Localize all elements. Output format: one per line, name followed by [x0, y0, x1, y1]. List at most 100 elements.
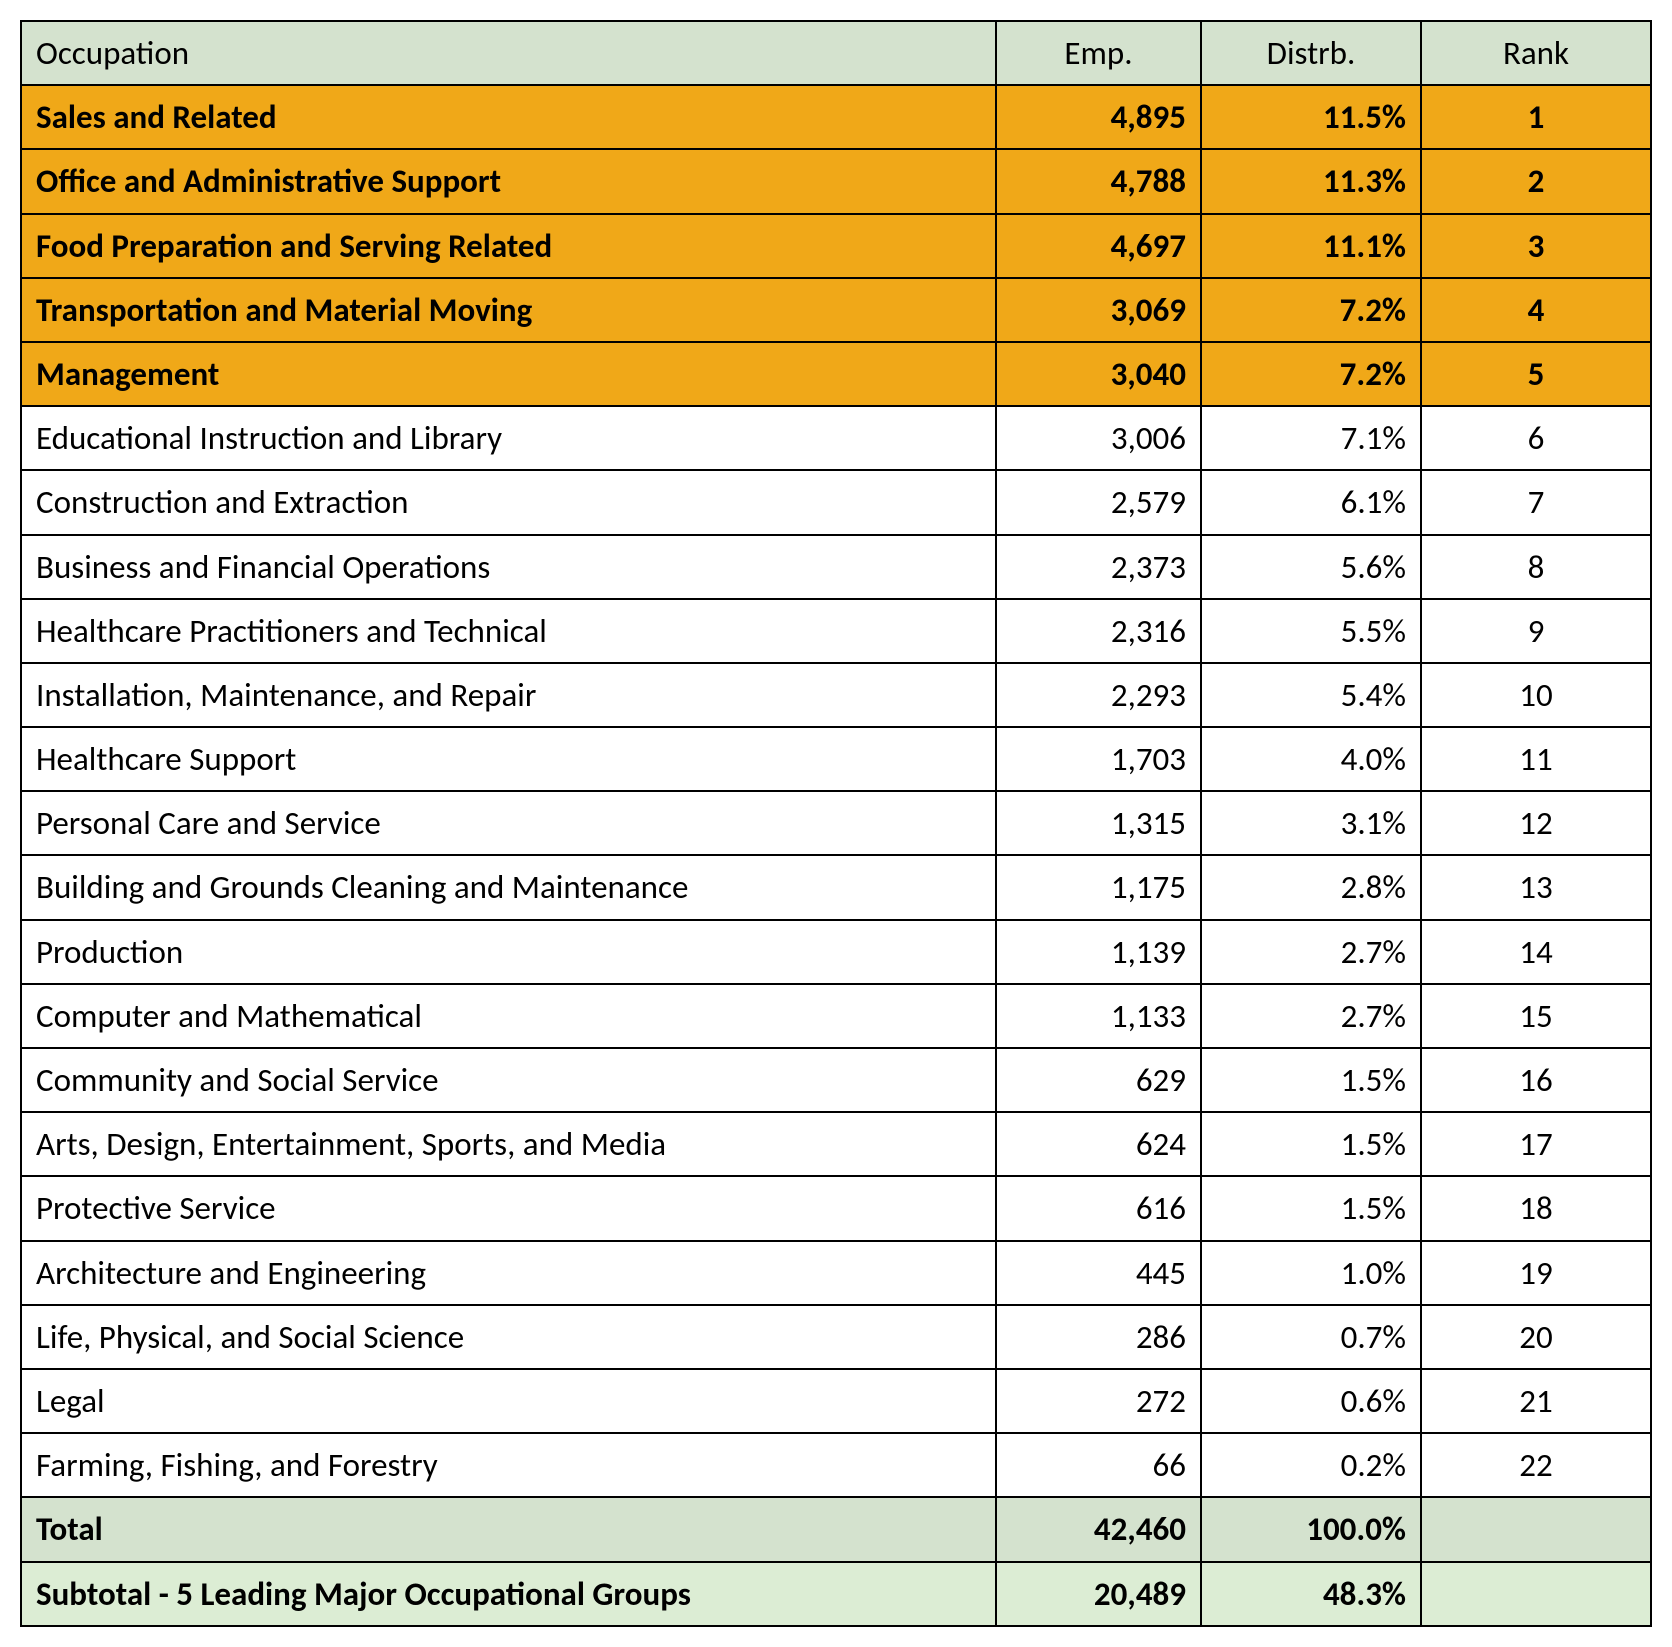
table-row: Business and Financial Operations2,3735.…: [21, 535, 1651, 599]
cell-dist: 7.1%: [1201, 406, 1421, 470]
cell-rank: 8: [1421, 535, 1651, 599]
cell-rank: 21: [1421, 1369, 1651, 1433]
cell-dist: 7.2%: [1201, 342, 1421, 406]
cell-rank: 7: [1421, 470, 1651, 534]
cell-occupation: Computer and Mathematical: [21, 984, 996, 1048]
cell-occupation: Protective Service: [21, 1176, 996, 1240]
cell-occupation: Transportation and Material Moving: [21, 278, 996, 342]
total-label: Total: [21, 1497, 996, 1561]
cell-emp: 3,006: [996, 406, 1201, 470]
cell-emp: 1,315: [996, 791, 1201, 855]
cell-rank: 13: [1421, 855, 1651, 919]
cell-dist: 11.3%: [1201, 149, 1421, 213]
cell-occupation: Office and Administrative Support: [21, 149, 996, 213]
cell-dist: 1.5%: [1201, 1048, 1421, 1112]
cell-emp: 1,133: [996, 984, 1201, 1048]
cell-emp: 4,697: [996, 214, 1201, 278]
table-row: Protective Service6161.5%18: [21, 1176, 1651, 1240]
cell-rank: 4: [1421, 278, 1651, 342]
cell-emp: 2,293: [996, 663, 1201, 727]
cell-occupation: Construction and Extraction: [21, 470, 996, 534]
cell-rank: 14: [1421, 920, 1651, 984]
cell-rank: 18: [1421, 1176, 1651, 1240]
cell-dist: 1.5%: [1201, 1176, 1421, 1240]
table-row: Educational Instruction and Library3,006…: [21, 406, 1651, 470]
cell-rank: 17: [1421, 1112, 1651, 1176]
subtotal-rank: [1421, 1562, 1651, 1626]
table-row: Transportation and Material Moving3,0697…: [21, 278, 1651, 342]
cell-rank: 6: [1421, 406, 1651, 470]
cell-rank: 22: [1421, 1433, 1651, 1497]
cell-rank: 20: [1421, 1305, 1651, 1369]
cell-occupation: Life, Physical, and Social Science: [21, 1305, 996, 1369]
cell-dist: 5.6%: [1201, 535, 1421, 599]
subtotal-emp: 20,489: [996, 1562, 1201, 1626]
table-row: Construction and Extraction2,5796.1%7: [21, 470, 1651, 534]
cell-emp: 2,373: [996, 535, 1201, 599]
cell-dist: 5.5%: [1201, 599, 1421, 663]
cell-occupation: Educational Instruction and Library: [21, 406, 996, 470]
cell-dist: 5.4%: [1201, 663, 1421, 727]
cell-rank: 5: [1421, 342, 1651, 406]
cell-rank: 16: [1421, 1048, 1651, 1112]
total-rank: [1421, 1497, 1651, 1561]
occupation-table: OccupationEmp.Distrb.RankSales and Relat…: [20, 20, 1652, 1627]
cell-emp: 616: [996, 1176, 1201, 1240]
total-emp: 42,460: [996, 1497, 1201, 1561]
cell-occupation: Community and Social Service: [21, 1048, 996, 1112]
subtotal-label: Subtotal - 5 Leading Major Occupational …: [21, 1562, 996, 1626]
total-row: Total42,460100.0%: [21, 1497, 1651, 1561]
cell-emp: 1,139: [996, 920, 1201, 984]
cell-rank: 1: [1421, 85, 1651, 149]
table-row: Food Preparation and Serving Related4,69…: [21, 214, 1651, 278]
cell-emp: 445: [996, 1241, 1201, 1305]
cell-emp: 1,703: [996, 727, 1201, 791]
cell-dist: 11.5%: [1201, 85, 1421, 149]
cell-occupation: Food Preparation and Serving Related: [21, 214, 996, 278]
cell-dist: 6.1%: [1201, 470, 1421, 534]
cell-dist: 0.7%: [1201, 1305, 1421, 1369]
cell-occupation: Healthcare Practitioners and Technical: [21, 599, 996, 663]
cell-dist: 4.0%: [1201, 727, 1421, 791]
table-row: Personal Care and Service1,3153.1%12: [21, 791, 1651, 855]
cell-rank: 3: [1421, 214, 1651, 278]
table-row: Architecture and Engineering4451.0%19: [21, 1241, 1651, 1305]
cell-emp: 4,788: [996, 149, 1201, 213]
table-row: Legal2720.6%21: [21, 1369, 1651, 1433]
header-dist: Distrb.: [1201, 21, 1421, 85]
cell-dist: 1.0%: [1201, 1241, 1421, 1305]
header-rank: Rank: [1421, 21, 1651, 85]
table-row: Building and Grounds Cleaning and Mainte…: [21, 855, 1651, 919]
cell-emp: 2,316: [996, 599, 1201, 663]
cell-dist: 3.1%: [1201, 791, 1421, 855]
table-row: Life, Physical, and Social Science2860.7…: [21, 1305, 1651, 1369]
header-emp: Emp.: [996, 21, 1201, 85]
table-header-row: OccupationEmp.Distrb.Rank: [21, 21, 1651, 85]
cell-occupation: Business and Financial Operations: [21, 535, 996, 599]
table-row: Installation, Maintenance, and Repair2,2…: [21, 663, 1651, 727]
cell-emp: 3,069: [996, 278, 1201, 342]
cell-dist: 11.1%: [1201, 214, 1421, 278]
table-row: Sales and Related4,89511.5%1: [21, 85, 1651, 149]
cell-emp: 2,579: [996, 470, 1201, 534]
cell-occupation: Farming, Fishing, and Forestry: [21, 1433, 996, 1497]
subtotal-row: Subtotal - 5 Leading Major Occupational …: [21, 1562, 1651, 1626]
cell-dist: 2.7%: [1201, 920, 1421, 984]
cell-occupation: Production: [21, 920, 996, 984]
cell-dist: 2.8%: [1201, 855, 1421, 919]
cell-occupation: Legal: [21, 1369, 996, 1433]
cell-rank: 19: [1421, 1241, 1651, 1305]
cell-dist: 1.5%: [1201, 1112, 1421, 1176]
table-row: Healthcare Practitioners and Technical2,…: [21, 599, 1651, 663]
cell-rank: 9: [1421, 599, 1651, 663]
subtotal-dist: 48.3%: [1201, 1562, 1421, 1626]
table-row: Community and Social Service6291.5%16: [21, 1048, 1651, 1112]
cell-dist: 2.7%: [1201, 984, 1421, 1048]
table-row: Farming, Fishing, and Forestry660.2%22: [21, 1433, 1651, 1497]
cell-emp: 629: [996, 1048, 1201, 1112]
cell-occupation: Arts, Design, Entertainment, Sports, and…: [21, 1112, 996, 1176]
cell-occupation: Healthcare Support: [21, 727, 996, 791]
cell-rank: 11: [1421, 727, 1651, 791]
cell-dist: 7.2%: [1201, 278, 1421, 342]
cell-rank: 12: [1421, 791, 1651, 855]
